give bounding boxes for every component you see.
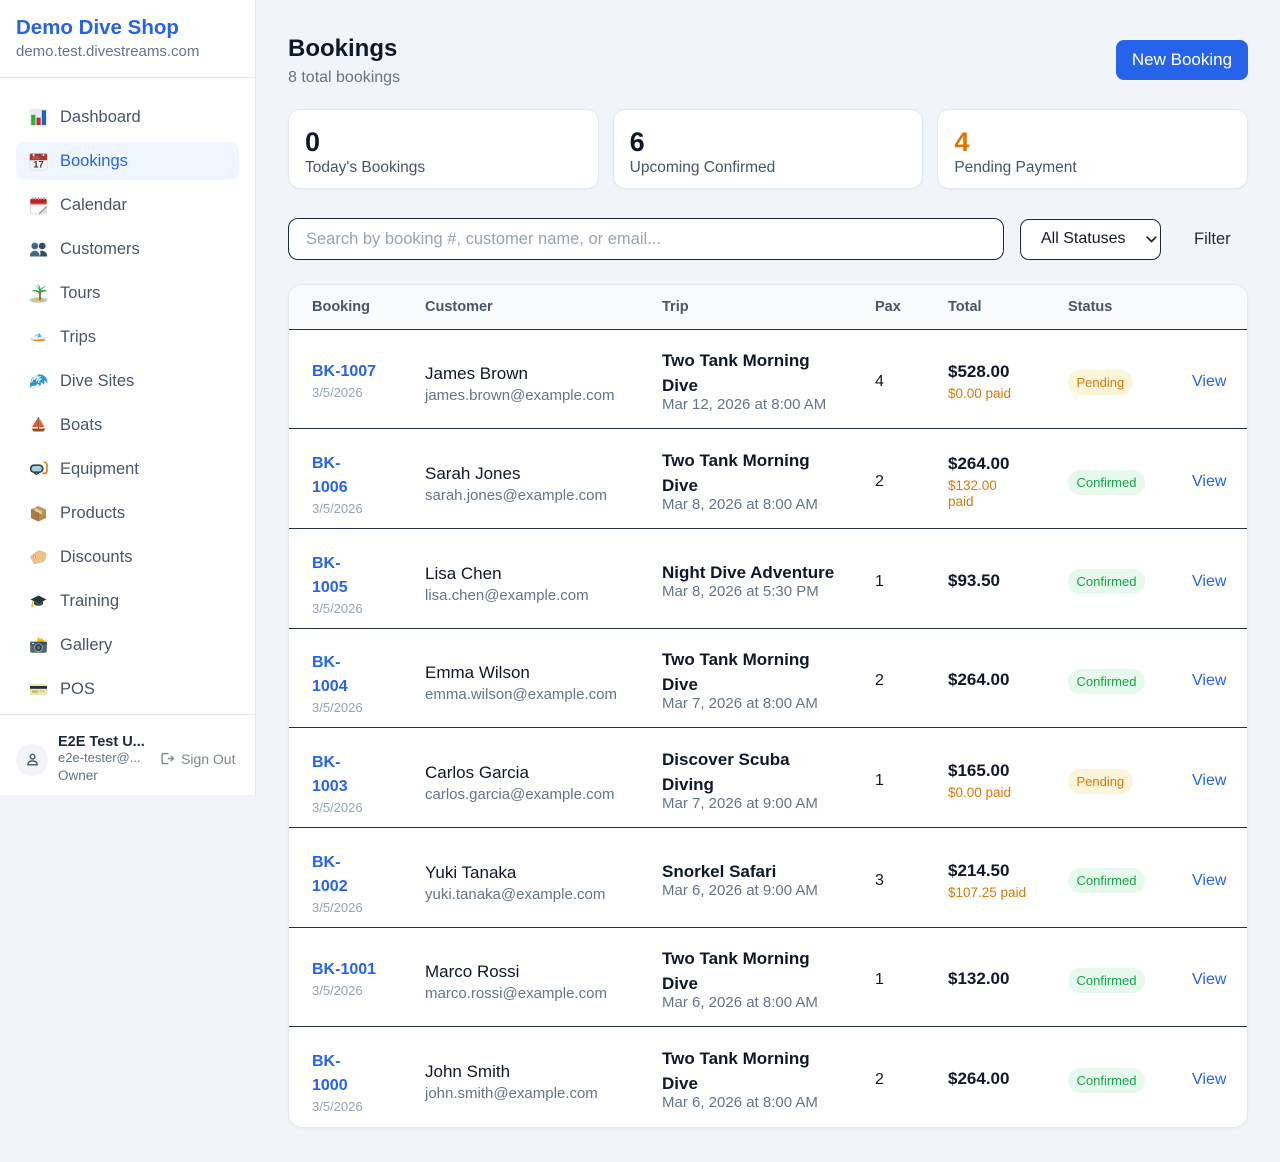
svg-text:17: 17 <box>33 159 44 170</box>
svg-text:JUL: JUL <box>32 154 40 159</box>
